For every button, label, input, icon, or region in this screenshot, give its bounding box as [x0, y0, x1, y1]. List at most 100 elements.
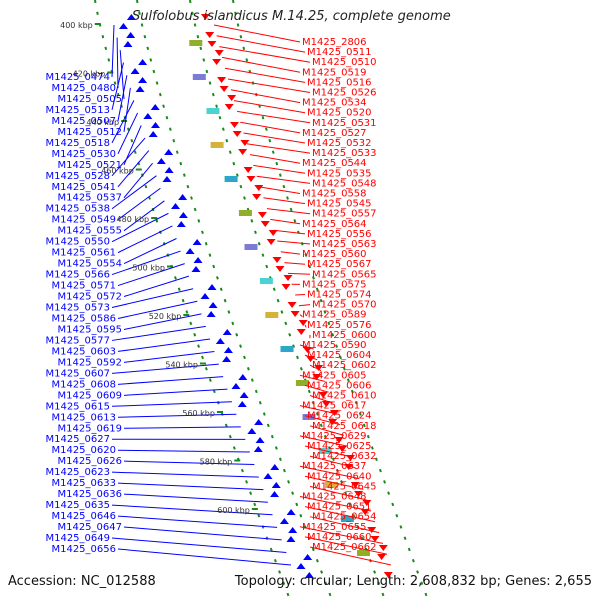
reverse-feature — [244, 167, 253, 173]
gene-label: M1425_0636 — [57, 489, 122, 500]
gene-label: M1425_0573 — [45, 303, 110, 314]
gene-label: M1425_0554 — [57, 259, 122, 270]
forward-feature — [247, 428, 256, 434]
feature-block — [260, 278, 273, 284]
forward-feature — [223, 329, 232, 335]
gene-label: M1425_0549 — [51, 215, 116, 226]
scale-label: 560 kbp — [182, 409, 215, 418]
leader-line — [253, 165, 305, 173]
leader-line — [112, 326, 206, 340]
forward-feature — [177, 221, 186, 227]
gene-label: M1425_0635 — [45, 500, 110, 511]
scale-label: 520 kbp — [149, 312, 182, 321]
forward-feature — [240, 392, 249, 398]
gene-label: M1425_0662 — [312, 542, 377, 553]
leader-line — [112, 25, 114, 77]
gene-label: M1425_0623 — [45, 467, 110, 478]
forward-feature — [131, 68, 140, 74]
reverse-feature — [246, 176, 255, 182]
forward-feature — [270, 491, 279, 497]
forward-feature — [119, 23, 128, 29]
forward-feature — [151, 104, 160, 110]
gene-label: M1425_0528 — [45, 171, 110, 182]
forward-feature — [286, 536, 295, 542]
forward-feature — [178, 194, 187, 200]
leader-line — [112, 538, 286, 552]
reverse-feature — [205, 32, 214, 38]
forward-feature — [238, 374, 247, 380]
gene-label: M1425_0603 — [51, 346, 116, 357]
gene-label: M1425_0537 — [57, 193, 122, 204]
leader-line — [288, 273, 310, 274]
forward-feature — [296, 563, 305, 569]
forward-feature — [194, 257, 203, 263]
feature-block — [245, 244, 258, 250]
leader-line — [118, 226, 172, 253]
gene-label: M1425_0512 — [57, 127, 122, 138]
leader-line — [118, 549, 291, 565]
forward-feature — [256, 437, 265, 443]
reverse-feature — [217, 77, 226, 83]
leader-line — [231, 90, 300, 103]
forward-feature — [231, 383, 240, 389]
gene-label: M1425_0615 — [45, 401, 110, 412]
gene-label: M1425_0561 — [51, 248, 116, 259]
forward-feature — [171, 203, 180, 209]
leader-line — [237, 111, 310, 122]
gene-label: M1425_0613 — [51, 412, 116, 423]
feature-block — [193, 74, 206, 80]
reverse-feature — [225, 104, 234, 110]
gene-label: M1425_0577 — [45, 335, 110, 346]
reverse-feature — [230, 122, 239, 128]
gene-label: M1425_0609 — [57, 390, 122, 401]
gene-label: M1425_0592 — [57, 357, 122, 368]
leader-line — [250, 155, 300, 164]
reverse-feature — [215, 50, 224, 56]
gene-label: M1425_0555 — [57, 226, 122, 237]
reverse-feature — [288, 302, 297, 308]
gene-label: M1425_0541 — [51, 182, 116, 193]
leader-line — [240, 122, 300, 133]
feature-block — [265, 312, 278, 318]
gene-label: M1425_0595 — [57, 324, 122, 335]
gene-label: M1425_0607 — [45, 368, 110, 379]
scale-label: 480 kbp — [117, 215, 150, 224]
forward-feature — [208, 284, 217, 290]
accession-text: Accession: NC_012588 — [8, 574, 156, 589]
leader-line — [118, 414, 236, 417]
forward-feature — [209, 302, 218, 308]
forward-feature — [222, 356, 231, 362]
leader-line — [284, 263, 305, 265]
leader-line — [217, 36, 305, 52]
scale-label: 400 kbp — [60, 21, 93, 30]
feature-block — [239, 210, 252, 216]
gene-label: M1425_0538 — [45, 204, 110, 215]
forward-feature — [126, 32, 135, 38]
reverse-feature — [227, 95, 236, 101]
reverse-feature — [212, 59, 221, 65]
forward-feature — [216, 338, 225, 344]
reverse-feature — [379, 545, 388, 551]
leader-line — [260, 187, 300, 194]
leader-line — [124, 494, 268, 502]
leader-line — [124, 461, 254, 464]
gene-label: M1425_0656 — [51, 544, 116, 555]
feature-block — [207, 108, 220, 114]
leader-line — [118, 483, 263, 490]
gene-label: M1425_0572 — [57, 292, 122, 303]
leader-line — [118, 377, 223, 385]
gene-label: M1425_0513 — [45, 105, 110, 116]
gene-label: M1425_0619 — [57, 423, 122, 434]
leader-line — [274, 230, 305, 234]
map-title: Sulfolobus islandicus M.14.25, complete … — [132, 9, 451, 24]
gene-label: M1425_0566 — [45, 270, 110, 281]
forward-feature — [288, 527, 297, 533]
forward-feature — [186, 248, 195, 254]
reverse-feature — [284, 275, 293, 281]
leader-line — [124, 527, 282, 540]
topology-text: Topology: circular; Length: 2,608,832 bp… — [235, 574, 592, 589]
leader-line — [295, 295, 305, 296]
scale-label: 540 kbp — [165, 361, 198, 370]
leader-line — [124, 238, 177, 263]
